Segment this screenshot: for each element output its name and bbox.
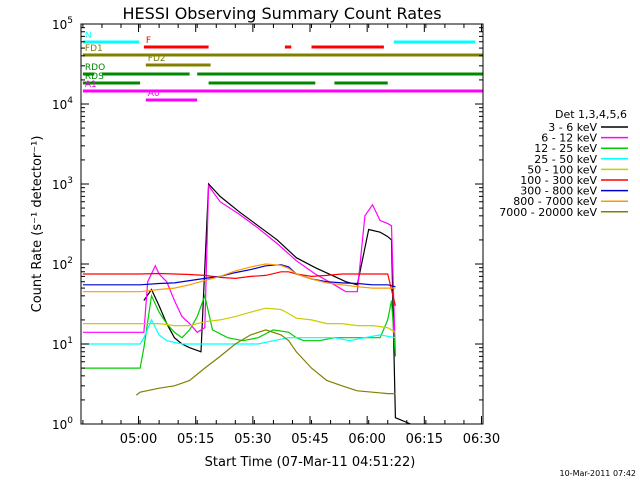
plot-area-frame <box>80 23 484 425</box>
y-tick-label-1: 101 <box>52 336 73 352</box>
series-line-4 <box>82 307 396 333</box>
state-bar-label-7: A0 <box>148 89 160 99</box>
x-tick-label-6: 06:30 <box>463 432 500 447</box>
legend-label-3: 25 - 50 keV <box>534 153 597 166</box>
state-bar-label-6: A1 <box>85 80 97 90</box>
x-axis-label: Start Time (07-Mar-11 04:51:22) <box>205 455 416 470</box>
series-line-7 <box>82 263 396 293</box>
y-tick-label-0: 100 <box>52 416 73 432</box>
y-tick-label-3: 103 <box>52 176 73 192</box>
y-axis-label: Count Rate (s⁻¹ detector⁻¹) <box>30 136 45 313</box>
y-tick-label-5: 105 <box>52 16 73 32</box>
footer-timestamp: 10-Mar-2011 07:42 <box>560 469 637 478</box>
state-bar-label-5: RDS <box>85 72 104 82</box>
x-tick-label-5: 06:15 <box>406 432 443 447</box>
legend-label-7: 800 - 7000 keV <box>513 195 597 208</box>
legend-label-4: 50 - 100 keV <box>527 163 597 176</box>
series-line-0 <box>143 182 411 425</box>
chart-title: HESSI Observing Summary Count Rates <box>122 4 441 23</box>
y-tick-label-4: 104 <box>52 96 73 112</box>
legend-label-5: 100 - 300 keV <box>520 174 597 187</box>
series-line-1 <box>82 184 396 357</box>
legend-label-1: 6 - 12 keV <box>541 132 597 145</box>
y-tick-label-2: 102 <box>52 256 73 272</box>
series-line-8 <box>135 329 396 396</box>
state-bar-label-4: RDO <box>85 63 105 73</box>
x-tick-label-2: 05:30 <box>234 432 271 447</box>
legend-title: Det 1,3,4,5,6 <box>555 108 627 121</box>
series-line-5 <box>82 271 396 306</box>
state-bar-label-0: N <box>85 31 92 41</box>
legend-label-6: 300 - 800 keV <box>520 185 597 198</box>
state-bar-label-2: FD1 <box>85 44 103 54</box>
legend-label-8: 7000 - 20000 keV <box>499 206 597 219</box>
state-bar-label-3: FD2 <box>148 54 166 64</box>
legend-label-0: 3 - 6 keV <box>548 121 597 134</box>
state-bar-label-1: F <box>146 36 151 46</box>
legend-label-2: 12 - 25 keV <box>534 142 597 155</box>
series-line-2 <box>82 293 396 369</box>
x-tick-label-0: 05:00 <box>120 432 157 447</box>
series-line-3 <box>82 318 396 345</box>
x-tick-label-1: 05:15 <box>177 432 214 447</box>
x-tick-label-4: 06:00 <box>348 432 385 447</box>
x-tick-label-3: 05:45 <box>291 432 328 447</box>
